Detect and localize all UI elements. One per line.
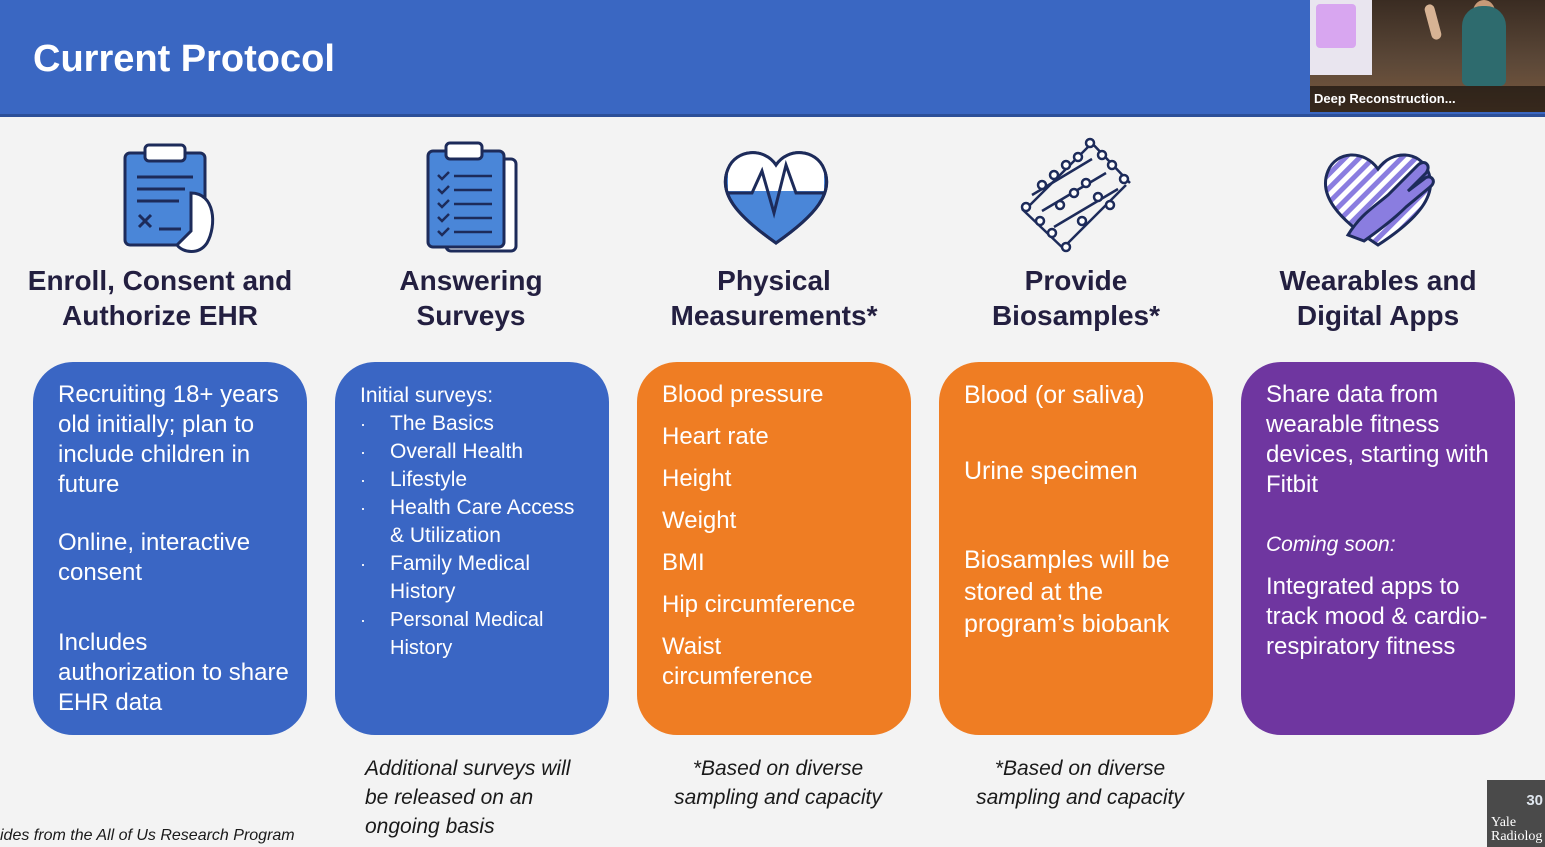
slide-title: Current Protocol: [33, 38, 335, 80]
projector-screen: [1310, 0, 1372, 75]
measurement-item: Heart rate: [662, 423, 769, 450]
speaker-video-thumbnail[interactable]: Deep Reconstruction...: [1310, 0, 1545, 112]
hand-heart-icon: [1323, 153, 1435, 247]
card-biosamples: Blood (or saliva) Urine specimen Biosamp…: [939, 362, 1213, 735]
video-caption: Deep Reconstruction...: [1310, 86, 1545, 112]
surveys-intro: Initial surveys:: [360, 384, 494, 407]
slide-source: ides from the All of Us Research Program: [0, 827, 295, 844]
logo-text-line2: Radiolog: [1491, 829, 1543, 844]
measurement-item: Height: [662, 465, 732, 492]
measurement-item: Weight: [662, 507, 737, 534]
card-wearables: Share data from wearable fitness devices…: [1241, 362, 1515, 735]
wearables-integrated-apps: Integrated apps to track mood & cardio-r…: [1266, 573, 1488, 660]
survey-item: Lifestyle: [360, 466, 593, 494]
survey-item: The Basics: [360, 410, 593, 438]
yale-radiology-logo: 30 Yale Radiolog: [1487, 780, 1545, 847]
survey-item: Overall Health: [360, 438, 593, 466]
card-enroll-consent: Online, interactive consent: [58, 529, 251, 586]
wearables-coming-soon: Coming soon:: [1266, 533, 1396, 556]
heading-surveys: Answering Surveys: [399, 265, 543, 331]
wearables-share: Share data from wearable fitness devices…: [1266, 381, 1489, 498]
card-enroll-authorization: Includes authorization to share EHR data: [58, 629, 289, 716]
survey-item: Family Medical History: [360, 550, 593, 606]
speaker-figure: [1462, 6, 1506, 86]
card-enroll: Recruiting 18+ years old initially; plan…: [33, 362, 307, 735]
logo-number: 30: [1526, 792, 1543, 809]
biosample-storage: Biosamples will be stored at the program…: [964, 546, 1170, 638]
heading-wearables: Wearables and Digital Apps: [1279, 265, 1477, 331]
slide-header: Current Protocol: [0, 0, 1545, 117]
card-enroll-recruiting: Recruiting 18+ years old initially; plan…: [58, 381, 279, 498]
clipboard-hand-icon: [123, 143, 215, 253]
checklist-clipboard-icon: [426, 141, 518, 253]
note-biosamples: *Based on diverse sampling and capacity: [976, 757, 1184, 809]
note-physical: *Based on diverse sampling and capacity: [674, 757, 882, 809]
biosample-blood: Blood (or saliva): [964, 381, 1145, 409]
measurement-item: BMI: [662, 549, 705, 576]
heading-enroll: Enroll, Consent and Authorize EHR: [27, 265, 293, 331]
heading-biosamples: Provide Biosamples*: [991, 265, 1161, 331]
speaker-arm: [1423, 3, 1443, 41]
note-surveys: Additional surveys will be released on a…: [365, 757, 571, 838]
dna-icon: [1020, 137, 1131, 253]
logo-text-line1: Yale: [1491, 815, 1517, 830]
measurement-item: Hip circumference: [662, 591, 856, 618]
card-physical: Blood pressure Heart rate Height Weight …: [637, 362, 911, 735]
heart-pulse-icon: [723, 151, 829, 245]
heading-physical: Physical Measurements*: [670, 265, 878, 331]
survey-item: Health Care Access & Utilization: [360, 494, 593, 550]
measurement-item: Waist circumference: [662, 633, 813, 690]
measurement-item: Blood pressure: [662, 381, 824, 408]
card-surveys: Initial surveys: The Basics Overall Heal…: [335, 362, 609, 735]
biosample-urine: Urine specimen: [964, 457, 1138, 485]
survey-item: Personal Medical History: [360, 606, 593, 662]
